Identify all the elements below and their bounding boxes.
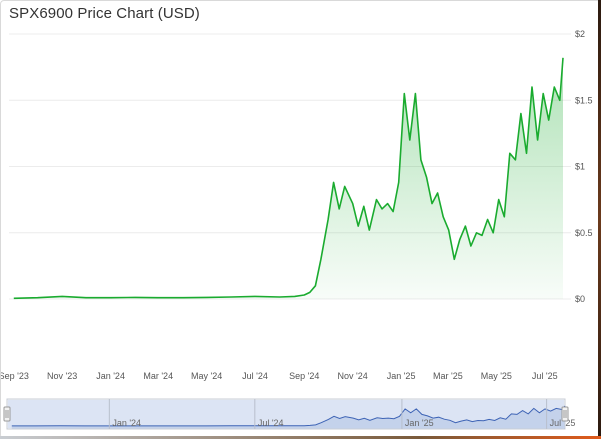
edge-strip [598,0,601,439]
navigator-tick-label: Jan '24 [112,418,141,428]
navigator-area [11,406,565,429]
x-tick-label: Jul '24 [242,371,268,381]
x-tick-label: Nov '23 [47,371,77,381]
y-tick-label: $0.5 [575,228,593,238]
x-tick-label: Jan '25 [387,371,416,381]
y-tick-label: $1 [575,162,585,172]
x-tick-label: Mar '25 [433,371,463,381]
chart-title: SPX6900 Price Chart (USD) [9,5,200,22]
navigator-tick-label: Jan '25 [405,418,434,428]
price-area [13,57,564,299]
x-tick-label: May '25 [481,371,512,381]
x-tick-label: Jul '25 [532,371,558,381]
navigator-tick-label: Jul '25 [550,418,576,428]
navigator-handle-right[interactable] [561,406,569,422]
navigator-handle-left[interactable] [3,406,11,422]
x-tick-label: Mar '24 [143,371,173,381]
bottom-strip [0,436,601,439]
x-tick-label: May '24 [191,371,222,381]
y-tick-label: $0 [575,294,585,304]
price-line[interactable] [13,57,564,300]
x-tick-label: Nov '24 [338,371,368,381]
navigator-selection[interactable] [8,400,564,428]
x-tick-label: Sep '23 [1,371,29,381]
x-tick-label: Jan '24 [96,371,125,381]
navigator-tick-label: Jul '24 [258,418,284,428]
y-tick-label: $2 [575,29,585,39]
x-tick-label: Sep '24 [289,371,319,381]
y-tick-label: $1.5 [575,95,593,105]
